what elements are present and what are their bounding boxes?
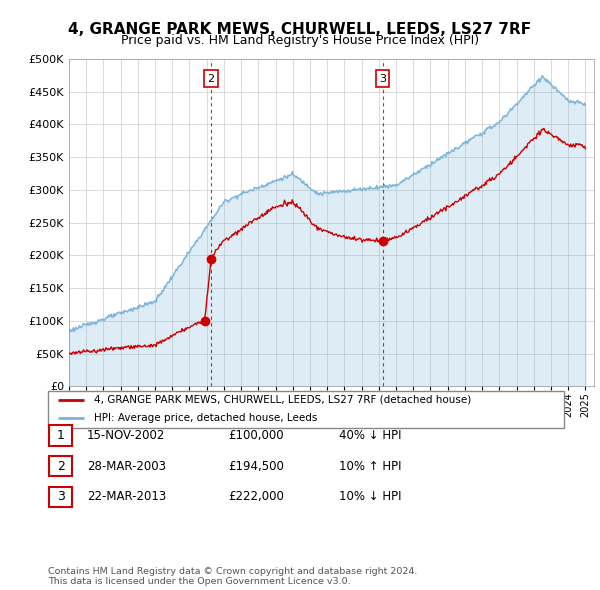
Text: 2: 2 — [56, 460, 65, 473]
Text: HPI: Average price, detached house, Leeds: HPI: Average price, detached house, Leed… — [94, 414, 318, 424]
FancyBboxPatch shape — [49, 456, 72, 476]
Text: 3: 3 — [379, 74, 386, 84]
Text: 10% ↓ HPI: 10% ↓ HPI — [339, 490, 401, 503]
Text: Contains HM Land Registry data © Crown copyright and database right 2024.: Contains HM Land Registry data © Crown c… — [48, 566, 418, 576]
FancyBboxPatch shape — [49, 425, 72, 445]
Text: 22-MAR-2013: 22-MAR-2013 — [87, 490, 166, 503]
Text: 15-NOV-2002: 15-NOV-2002 — [87, 429, 166, 442]
Text: 28-MAR-2003: 28-MAR-2003 — [87, 460, 166, 473]
FancyBboxPatch shape — [49, 487, 72, 507]
Text: £100,000: £100,000 — [228, 429, 284, 442]
Text: 4, GRANGE PARK MEWS, CHURWELL, LEEDS, LS27 7RF (detached house): 4, GRANGE PARK MEWS, CHURWELL, LEEDS, LS… — [94, 395, 472, 405]
Text: £222,000: £222,000 — [228, 490, 284, 503]
Text: 2: 2 — [207, 74, 214, 84]
Text: This data is licensed under the Open Government Licence v3.0.: This data is licensed under the Open Gov… — [48, 577, 350, 586]
Text: 10% ↑ HPI: 10% ↑ HPI — [339, 460, 401, 473]
Text: 4, GRANGE PARK MEWS, CHURWELL, LEEDS, LS27 7RF: 4, GRANGE PARK MEWS, CHURWELL, LEEDS, LS… — [68, 22, 532, 37]
Text: £194,500: £194,500 — [228, 460, 284, 473]
Text: Price paid vs. HM Land Registry's House Price Index (HPI): Price paid vs. HM Land Registry's House … — [121, 34, 479, 47]
Text: 1: 1 — [56, 429, 65, 442]
FancyBboxPatch shape — [48, 391, 564, 428]
Text: 40% ↓ HPI: 40% ↓ HPI — [339, 429, 401, 442]
Text: 3: 3 — [56, 490, 65, 503]
